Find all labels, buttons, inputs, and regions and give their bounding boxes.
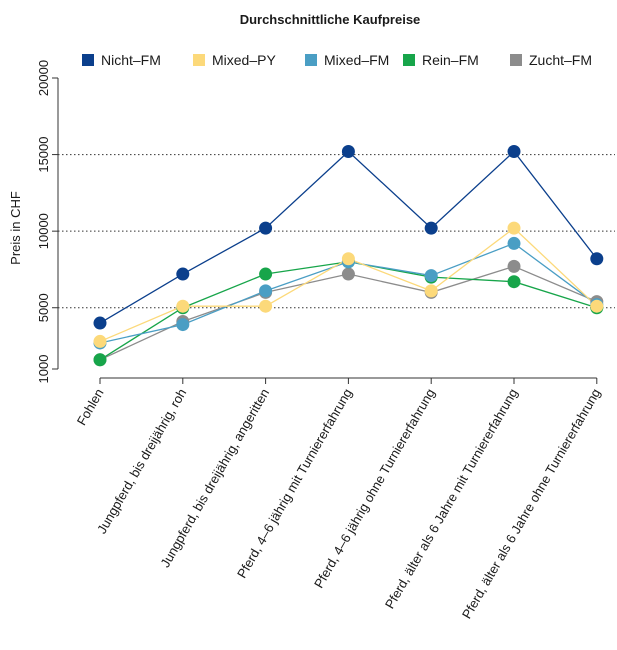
data-point [507,259,521,273]
data-point [424,269,438,283]
y-axis-label: Preis in CHF [8,191,23,265]
data-point [176,318,190,332]
legend-swatch [193,54,205,66]
series-points [93,145,604,367]
data-point [176,299,190,313]
legend-label: Nicht–FM [101,52,161,68]
data-point [259,299,273,313]
data-point [507,236,521,250]
data-point [590,299,604,313]
data-point [93,353,107,367]
data-point [93,316,107,330]
y-tick-label: 1000 [36,355,51,384]
data-point [259,267,273,281]
x-tick-label: Pferd, älter als 6 Jahre mit Turniererfa… [382,386,521,611]
legend-swatch [305,54,317,66]
data-point [176,267,190,281]
chart-title: Durchschnittliche Kaufpreise [240,12,421,27]
legend-label: Rein–FM [422,52,479,68]
data-point [341,252,355,266]
data-point [259,284,273,298]
legend-label: Mixed–FM [324,52,389,68]
y-tick-label: 5000 [36,293,51,322]
data-point [424,284,438,298]
data-point [259,221,273,235]
x-tick-label: Pferd, älter als 6 Jahre ohne Turniererf… [459,386,604,621]
legend-swatch [82,54,94,66]
legend-swatch [510,54,522,66]
data-point [93,334,107,348]
y-tick-label: 15000 [36,137,51,173]
grid-lines [58,154,615,309]
x-tick-label: Fohlen [74,386,107,428]
y-axis: 1000 5000 10000 15000 20000 [36,60,59,384]
data-point [590,252,604,266]
series-line-0 [99,150,598,324]
x-tick-label: Jungpferd, bis dreijährig, roh [94,386,189,536]
data-point [341,267,355,281]
legend-label: Mixed–PY [212,52,276,68]
data-point [507,275,521,289]
data-point [424,221,438,235]
legend-label: Zucht–FM [529,52,592,68]
data-point [507,145,521,159]
legend-swatch [403,54,415,66]
legend: Nicht–FM Mixed–PY Mixed–FM Rein–FM Zucht–FM [82,52,592,68]
data-point [507,221,521,235]
data-point [341,145,355,159]
y-tick-label: 20000 [36,60,51,96]
y-tick-label: 10000 [36,213,51,249]
